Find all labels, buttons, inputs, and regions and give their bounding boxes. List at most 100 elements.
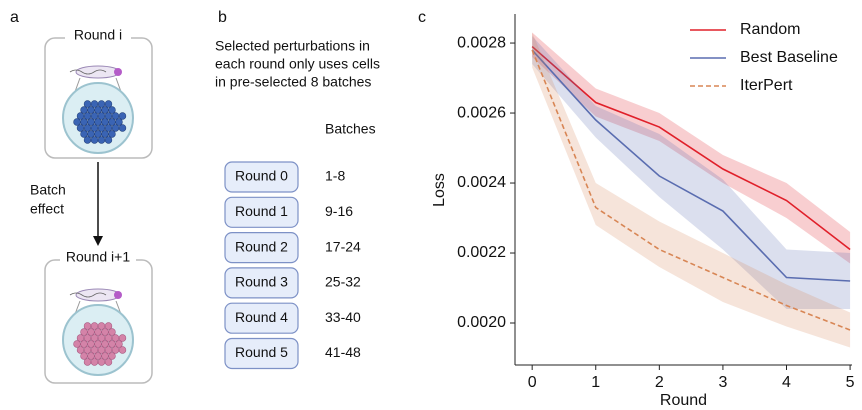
cell [97, 112, 106, 120]
sequencer-icon [69, 288, 122, 302]
x-tick-label: 3 [718, 374, 727, 391]
cell [101, 328, 109, 336]
cell [111, 346, 120, 354]
cell [118, 124, 127, 132]
round-box [224, 161, 299, 193]
cell [90, 346, 99, 354]
cell [94, 130, 102, 138]
batch-range: 17-24 [325, 238, 361, 254]
sequencer-icon [69, 65, 122, 79]
cell [76, 334, 85, 342]
round-label: Round i [74, 27, 122, 43]
cell [90, 100, 99, 108]
label-bg [60, 248, 136, 268]
batch-range: 41-48 [325, 344, 361, 360]
cell [104, 136, 113, 144]
legend-label: Random [740, 21, 800, 38]
round-name: Round 2 [235, 238, 288, 254]
round-name: Round 1 [235, 203, 288, 219]
cell [90, 358, 99, 366]
label-bg [65, 26, 131, 46]
cell [104, 358, 113, 366]
chart: 0.0020 0.0022 0.0024 0.0026 0.0028 0 1 2 3 4 5 Roun… [431, 14, 855, 409]
x-tick-label: 0 [528, 374, 537, 391]
cell [108, 352, 116, 360]
description: in pre-selected 8 batches [215, 74, 371, 90]
confidence-band [532, 32, 851, 348]
cell [87, 328, 95, 336]
x-tick-label: 5 [846, 374, 855, 391]
dish [62, 82, 134, 154]
round-name: Round 4 [235, 309, 288, 325]
cell [76, 124, 85, 132]
x-tick-label: 2 [655, 374, 664, 391]
cell [118, 334, 127, 342]
legend-label: Best Baseline [740, 49, 838, 66]
batch-effect: effect [30, 201, 64, 217]
cell [87, 118, 95, 126]
series-line [531, 49, 851, 282]
cell [101, 118, 109, 126]
legend-label: IterPert [740, 77, 793, 94]
cell [83, 112, 92, 120]
batch-range: 25-32 [325, 274, 361, 290]
cell [108, 130, 116, 138]
cell [115, 118, 123, 126]
cell [80, 106, 88, 114]
cell [118, 112, 127, 120]
y-tick-label: 0.0020 [457, 314, 506, 331]
cell [83, 346, 92, 354]
dish [62, 304, 134, 376]
batch-range: 1-8 [325, 168, 345, 184]
cell [108, 118, 116, 126]
cell [80, 130, 88, 138]
round-box [224, 232, 299, 264]
round-box [224, 302, 299, 334]
cell [90, 124, 99, 132]
cell [111, 124, 120, 132]
cell [104, 112, 113, 120]
batch-effect: Batch [30, 182, 66, 198]
round-name: Round 3 [235, 274, 288, 290]
y-tick-label: 0.0022 [457, 244, 506, 261]
cell [108, 106, 116, 114]
cells [73, 322, 127, 366]
cell [83, 334, 92, 342]
round-name: Round 0 [235, 168, 288, 184]
series-line [531, 45, 851, 251]
description: each round only uses cells [215, 56, 380, 72]
cell [87, 130, 95, 138]
round-name: Round 5 [235, 344, 288, 360]
cell [104, 124, 113, 132]
cell [104, 322, 113, 330]
cell [83, 322, 92, 330]
round-label: Round i+1 [66, 249, 130, 265]
cell [97, 334, 106, 342]
cell [94, 340, 102, 348]
cell [87, 106, 95, 114]
cell [97, 358, 106, 366]
cell [83, 124, 92, 132]
cell [111, 112, 120, 120]
series-line [531, 49, 851, 331]
y-axis-label: Loss [431, 173, 448, 207]
y-tick-label: 0.0024 [457, 174, 506, 191]
cell [83, 100, 92, 108]
panel-b: Selected perturbations in each round only… [215, 38, 380, 370]
y-tick-label: 0.0026 [457, 104, 506, 121]
round-box [224, 196, 299, 228]
cell [97, 322, 106, 330]
confidence-band [532, 36, 851, 310]
cell [101, 130, 109, 138]
cell [94, 328, 102, 336]
cell [101, 106, 109, 114]
arrow-head [93, 236, 103, 246]
cell [108, 340, 116, 348]
cell [90, 112, 99, 120]
description: Selected perturbations in [215, 38, 370, 54]
panel-label: c [418, 9, 426, 26]
cell [76, 346, 85, 354]
cell [104, 334, 113, 342]
cell [104, 100, 113, 108]
cell [87, 340, 95, 348]
